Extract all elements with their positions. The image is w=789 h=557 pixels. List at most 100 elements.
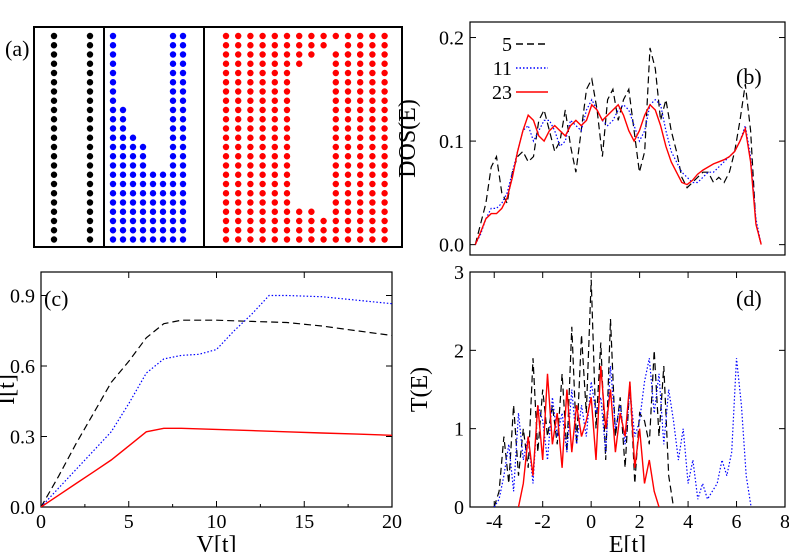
lattice-site-3-17 bbox=[222, 190, 230, 197]
lattice-site-2-2 bbox=[109, 51, 117, 58]
lattice-site-3-262 bbox=[332, 116, 339, 123]
lattice-site-3-163 bbox=[344, 143, 352, 151]
lattice-site-1-19 bbox=[50, 208, 58, 215]
lattice-site-3-236 bbox=[381, 180, 388, 188]
lattice-site-3-227 bbox=[381, 97, 388, 104]
lattice-site-3-27 bbox=[235, 69, 242, 77]
lattice-site-2-45 bbox=[129, 199, 137, 206]
lattice-site-1-17 bbox=[50, 190, 58, 197]
lattice-site-2-15 bbox=[109, 171, 117, 178]
lattice-site-3-15 bbox=[222, 171, 230, 178]
lattice-site-2-23 bbox=[119, 106, 127, 114]
lattice-site-3-251 bbox=[308, 51, 315, 58]
lattice-site-3-233 bbox=[381, 153, 388, 160]
lattice-site-3-85 bbox=[259, 180, 266, 188]
lattice-site-1-18 bbox=[50, 199, 58, 206]
lattice-site-3-102 bbox=[271, 125, 278, 132]
lattice-site-2-8 bbox=[109, 106, 117, 114]
lattice-site-3-193 bbox=[357, 208, 364, 215]
lattice-site-2-88 bbox=[169, 134, 177, 141]
lattice-site-2-86 bbox=[169, 116, 177, 123]
lattice-site-3-149 bbox=[332, 227, 339, 234]
lattice-site-1-10 bbox=[50, 125, 58, 132]
lattice-site-3-135 bbox=[283, 217, 291, 225]
lattice-site-3-134 bbox=[283, 208, 291, 215]
lattice-site-2-27 bbox=[119, 143, 127, 151]
lattice-site-2-49 bbox=[129, 236, 137, 243]
lattice-site-3-79 bbox=[259, 125, 266, 132]
panel-d-frame bbox=[469, 271, 786, 508]
lattice-site-3-175 bbox=[357, 42, 364, 49]
lattice-site-2-89 bbox=[169, 143, 177, 151]
lattice-site-3-143 bbox=[308, 217, 315, 225]
lattice-site-3-109 bbox=[271, 190, 278, 197]
lattice-site-1-29 bbox=[86, 88, 94, 95]
lattice-site-3-120 bbox=[283, 79, 291, 86]
lattice-site-2-113 bbox=[179, 153, 187, 160]
lattice-site-2-28 bbox=[119, 153, 127, 160]
lattice-site-3-112 bbox=[271, 217, 278, 225]
lattice-site-3-41 bbox=[235, 199, 242, 206]
lattice-site-3-225 bbox=[381, 79, 388, 86]
lattice-site-2-32 bbox=[119, 190, 127, 197]
lattice-site-2-91 bbox=[169, 162, 177, 169]
lattice-site-2-112 bbox=[179, 143, 187, 151]
lattice-site-3-76 bbox=[259, 97, 266, 104]
lattice-site-3-180 bbox=[357, 88, 364, 95]
lattice-site-3-260 bbox=[332, 97, 339, 104]
lattice-site-2-80 bbox=[169, 60, 177, 67]
lattice-site-3-219 bbox=[369, 236, 376, 243]
lattice-site-1-14 bbox=[50, 162, 58, 169]
lattice-site-2-111 bbox=[179, 134, 187, 141]
lattice-site-3-103 bbox=[271, 134, 278, 141]
y-tick-label: 0 bbox=[454, 497, 464, 519]
lattice-site-2-7 bbox=[109, 97, 117, 104]
lattice-site-1-12 bbox=[50, 143, 58, 151]
lattice-site-3-145 bbox=[308, 236, 315, 243]
lattice-site-3-250 bbox=[296, 51, 303, 58]
lattice-site-2-51 bbox=[139, 153, 147, 160]
lattice-site-3-75 bbox=[259, 88, 266, 95]
lattice-site-3-202 bbox=[369, 79, 376, 86]
lattice-site-2-31 bbox=[119, 180, 127, 188]
lattice-site-3-100 bbox=[271, 106, 278, 114]
lattice-site-3-234 bbox=[381, 162, 388, 169]
lattice-site-3-97 bbox=[271, 79, 278, 86]
lattice-site-1-9 bbox=[50, 116, 58, 123]
lattice-site-2-56 bbox=[139, 199, 147, 206]
x-tick-label: -2 bbox=[534, 511, 551, 533]
lattice-site-2-36 bbox=[119, 227, 127, 234]
panel-c-label: (c) bbox=[44, 286, 68, 311]
lattice-site-3-68 bbox=[247, 236, 254, 243]
lattice-site-1-34 bbox=[86, 134, 94, 141]
lattice-site-3-7 bbox=[222, 97, 230, 104]
x-tick-label: 4 bbox=[683, 511, 693, 533]
lattice-site-3-239 bbox=[381, 208, 388, 215]
lattice-site-2-81 bbox=[169, 69, 177, 77]
y-tick-label: 0.1 bbox=[439, 131, 464, 153]
lattice-site-2-18 bbox=[109, 199, 117, 206]
lattice-site-1-7 bbox=[50, 97, 58, 104]
lattice-site-2-62 bbox=[149, 180, 157, 188]
lattice-site-2-77 bbox=[169, 32, 177, 40]
lattice-site-3-214 bbox=[369, 190, 376, 197]
lattice-site-3-28 bbox=[235, 79, 242, 86]
lattice-site-3-223 bbox=[381, 60, 388, 67]
series-line-0 bbox=[493, 279, 675, 507]
lattice-site-2-78 bbox=[169, 42, 177, 49]
lattice-site-3-191 bbox=[357, 190, 364, 197]
lattice-site-3-74 bbox=[259, 79, 266, 86]
lattice-site-3-121 bbox=[283, 88, 291, 95]
lattice-site-1-42 bbox=[86, 208, 94, 215]
lattice-site-3-156 bbox=[344, 79, 352, 86]
lattice-site-1-28 bbox=[86, 79, 94, 86]
lattice-site-3-272 bbox=[332, 208, 339, 215]
lattice-site-3-30 bbox=[235, 97, 242, 104]
lattice-site-3-18 bbox=[222, 199, 230, 206]
lattice-site-3-232 bbox=[381, 143, 388, 151]
lattice-site-1-16 bbox=[50, 180, 58, 188]
lattice-site-1-33 bbox=[86, 125, 94, 132]
lattice-site-3-165 bbox=[344, 162, 352, 169]
lattice-site-2-33 bbox=[119, 199, 127, 206]
